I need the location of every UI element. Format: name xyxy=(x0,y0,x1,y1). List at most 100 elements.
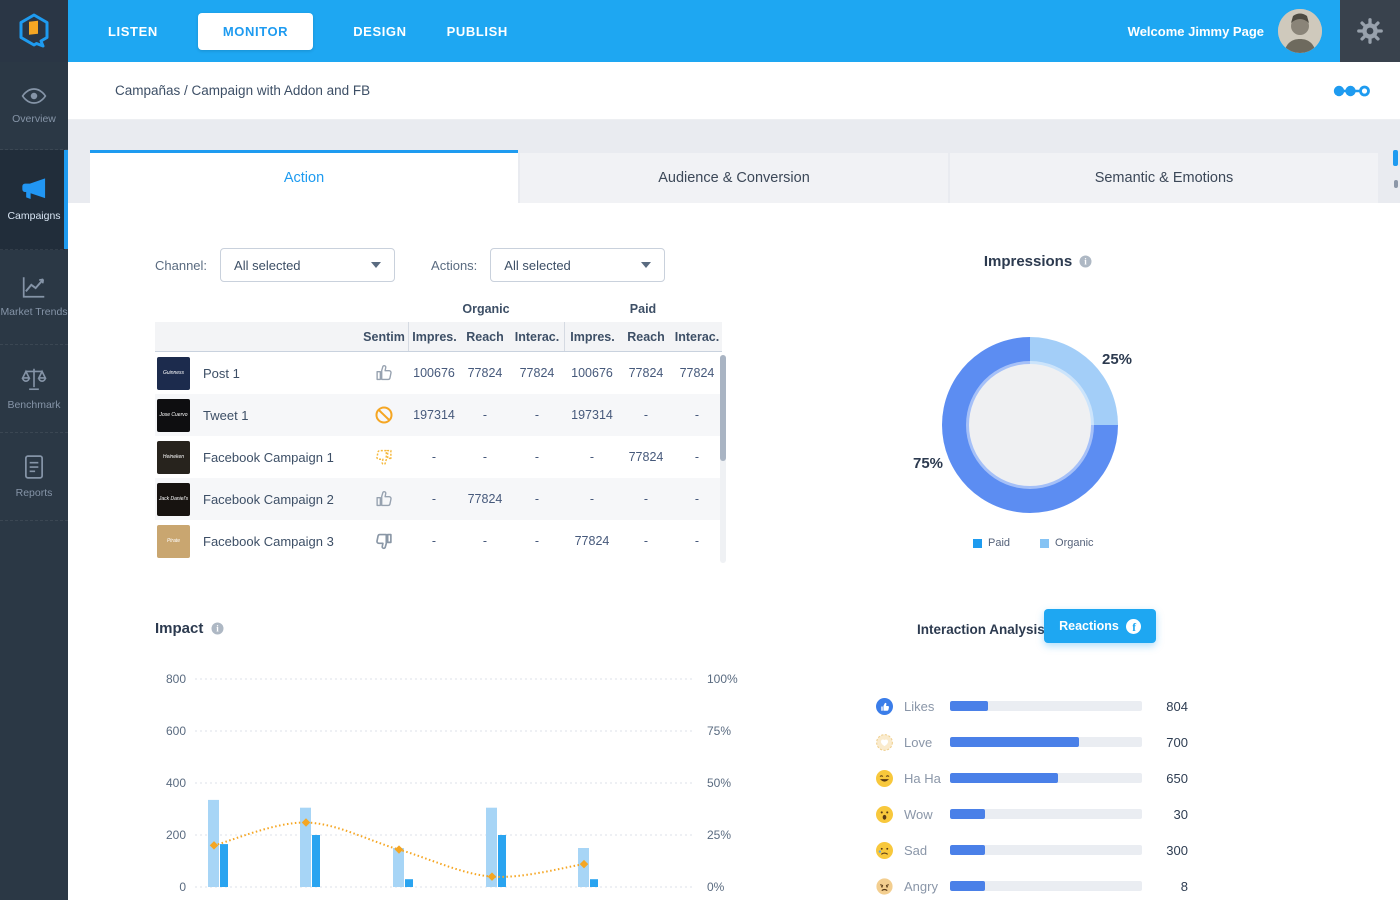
campaign-name: Facebook Campaign 1 xyxy=(203,450,334,465)
campaign-name: Facebook Campaign 3 xyxy=(203,534,334,549)
sidebar-item-label: Benchmark xyxy=(7,399,60,412)
info-icon[interactable]: i xyxy=(211,622,224,635)
actions-select[interactable]: All selected xyxy=(490,248,665,282)
table-row[interactable]: Jose Cuervo Tweet 1 197314 - - 197314 - … xyxy=(155,394,722,436)
svg-text:0: 0 xyxy=(179,880,186,894)
cell-value: - xyxy=(672,408,722,422)
channel-selected-value: All selected xyxy=(234,258,300,273)
organic-group-header: Organic xyxy=(408,302,564,316)
table-row[interactable]: Jack Daniel's Facebook Campaign 2 - 7782… xyxy=(155,478,722,520)
page-scrollbar-thumb[interactable] xyxy=(1393,150,1398,166)
cell-value: 77824 xyxy=(672,366,722,380)
reactions-button[interactable]: Reactions f xyxy=(1044,609,1156,643)
paid-group-header: Paid xyxy=(564,302,722,316)
reaction-bar-track xyxy=(950,737,1142,747)
page-scrollbar[interactable] xyxy=(1393,150,1398,188)
cell-value: - xyxy=(672,534,722,548)
sentiment-cell xyxy=(360,446,408,468)
campaign-logo: Heineken xyxy=(157,441,190,474)
reaction-value: 650 xyxy=(1142,771,1188,786)
breadcrumb[interactable]: Campañas / Campaign with Addon and FB xyxy=(115,83,370,98)
campaign-name: Post 1 xyxy=(203,366,240,381)
campaign-logo: Guinness xyxy=(157,357,190,390)
reaction-bar-track xyxy=(950,809,1142,819)
facebook-icon: f xyxy=(1126,619,1141,634)
sidebar-item-reports[interactable]: Reports xyxy=(0,433,68,521)
nav-listen[interactable]: LISTEN xyxy=(108,24,158,39)
cell-value: - xyxy=(564,450,620,464)
table-scrollbar-thumb[interactable] xyxy=(720,355,726,461)
settings-button[interactable] xyxy=(1340,0,1400,62)
thumbs-down-orange-icon xyxy=(373,446,395,468)
tabs: Action Audience & Conversion Semantic & … xyxy=(68,120,1400,203)
table-row[interactable]: Heineken Facebook Campaign 1 - - - - 778… xyxy=(155,436,722,478)
actions-selected-value: All selected xyxy=(504,258,570,273)
table-row[interactable]: Pirate Facebook Campaign 3 - - - 77824 -… xyxy=(155,520,722,562)
reaction-label: Wow xyxy=(904,807,950,822)
angry-icon xyxy=(876,878,893,895)
ban-icon xyxy=(373,404,395,426)
svg-text:200: 200 xyxy=(166,828,186,842)
reaction-row: Likes 804 xyxy=(876,688,1188,724)
sidebar-item-market-trends[interactable]: Market Trends xyxy=(0,250,68,345)
tab-action[interactable]: Action xyxy=(90,150,518,203)
svg-text:50%: 50% xyxy=(707,776,731,790)
sentiment-cell xyxy=(360,488,408,510)
actions-label: Actions: xyxy=(431,258,477,273)
svg-text:75%: 75% xyxy=(707,724,731,738)
table-group-header: Organic Paid xyxy=(155,296,722,322)
impressions-donut xyxy=(942,337,1118,513)
cell-value: 77824 xyxy=(620,450,672,464)
svg-text:0%: 0% xyxy=(707,880,725,894)
thumbs-up-icon xyxy=(373,488,395,510)
user-avatar[interactable] xyxy=(1278,9,1322,53)
sidebar-item-overview[interactable]: Overview xyxy=(0,62,68,150)
col-sentiment: Sentim xyxy=(360,330,408,344)
sidebar-item-benchmark[interactable]: Benchmark xyxy=(0,345,68,433)
nav-publish[interactable]: PUBLISH xyxy=(447,24,508,39)
col-organic-reach: Reach xyxy=(460,330,510,344)
breadcrumb-bar: Campañas / Campaign with Addon and FB xyxy=(68,62,1400,120)
gear-icon xyxy=(1356,17,1384,45)
reaction-label: Ha Ha xyxy=(904,771,950,786)
cell-value: 197314 xyxy=(564,408,620,422)
sidebar-item-campaigns[interactable]: Campaigns xyxy=(0,150,68,250)
reaction-value: 804 xyxy=(1142,699,1188,714)
cell-value: - xyxy=(510,492,564,506)
reaction-label: Sad xyxy=(904,843,950,858)
reaction-row: Love 700 xyxy=(876,724,1188,760)
hexagon-logo-icon xyxy=(17,13,51,49)
reaction-bar-fill xyxy=(950,701,988,711)
reaction-value: 8 xyxy=(1142,879,1188,894)
paid-swatch xyxy=(973,539,982,548)
sentiment-cell xyxy=(360,404,408,426)
nav-design[interactable]: DESIGN xyxy=(353,24,406,39)
chevron-down-icon xyxy=(371,262,381,268)
cell-value: 197314 xyxy=(408,408,460,422)
campaign-name: Facebook Campaign 2 xyxy=(203,492,334,507)
organic-pct-label: 25% xyxy=(1102,351,1132,368)
tab-audience-conversion[interactable]: Audience & Conversion xyxy=(520,153,948,203)
welcome-text: Welcome Jimmy Page xyxy=(1128,24,1264,39)
channel-select[interactable]: All selected xyxy=(220,248,395,282)
table-row[interactable]: Guinness Post 1 100676 77824 77824 10067… xyxy=(155,352,722,394)
interaction-analysis-title: Interaction Analysis xyxy=(917,622,1045,637)
reaction-bar-fill xyxy=(950,737,1079,747)
cell-value: 100676 xyxy=(408,366,460,380)
app-logo[interactable] xyxy=(0,0,68,62)
nav-monitor[interactable]: MONITOR xyxy=(198,13,313,50)
info-icon[interactable]: i xyxy=(1079,255,1092,268)
table-scrollbar[interactable] xyxy=(720,355,726,563)
legend-paid[interactable]: Paid xyxy=(973,537,1010,549)
flow-steps-icon[interactable] xyxy=(1332,83,1372,99)
reaction-bar-fill xyxy=(950,809,985,819)
legend-organic[interactable]: Organic xyxy=(1040,537,1094,549)
svg-text:f: f xyxy=(1132,622,1136,634)
sad-icon xyxy=(876,842,893,859)
cell-value: 77824 xyxy=(460,492,510,506)
reaction-bar-track xyxy=(950,773,1142,783)
tab-semantic-emotions[interactable]: Semantic & Emotions xyxy=(950,153,1378,203)
reaction-row: Sad 300 xyxy=(876,832,1188,868)
sidebar-item-label: Reports xyxy=(16,487,53,500)
cell-value: - xyxy=(408,450,460,464)
